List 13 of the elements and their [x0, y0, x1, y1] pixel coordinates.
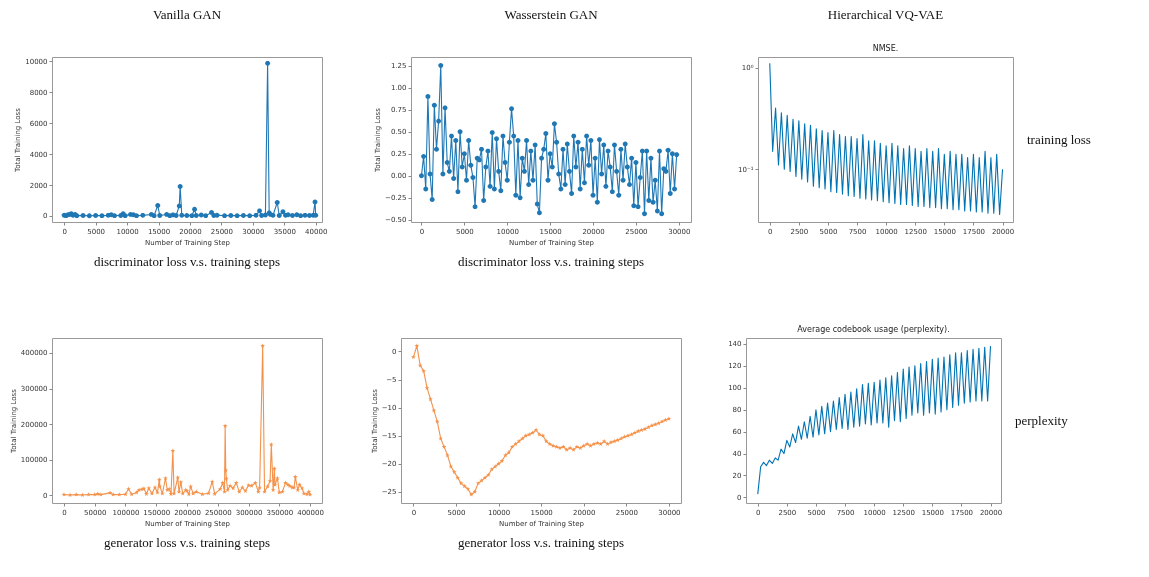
chart-title: Average codebook usage (perplexity).: [797, 325, 950, 334]
text: Vanilla GAN: [152, 7, 222, 22]
text: perplexity: [1015, 412, 1069, 428]
chart-title: NMSE.: [872, 44, 899, 53]
text: generator loss v.s. training steps: [104, 535, 270, 550]
text: Hierarchical VQ-VAE: [827, 7, 944, 22]
text: Wasserstein GAN: [504, 7, 599, 22]
line-series: [769, 62, 1004, 215]
text: generator loss v.s. training steps: [458, 535, 624, 550]
text: discriminator loss v.s. training steps: [93, 254, 281, 269]
text: discriminator loss v.s. training steps: [457, 254, 645, 269]
line-series: [757, 345, 992, 495]
text: training loss: [1027, 131, 1091, 147]
